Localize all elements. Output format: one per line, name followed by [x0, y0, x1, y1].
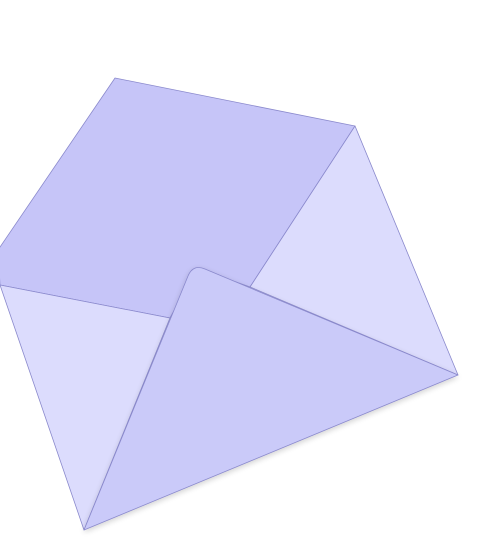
envelope-front-flap: [83, 267, 459, 531]
